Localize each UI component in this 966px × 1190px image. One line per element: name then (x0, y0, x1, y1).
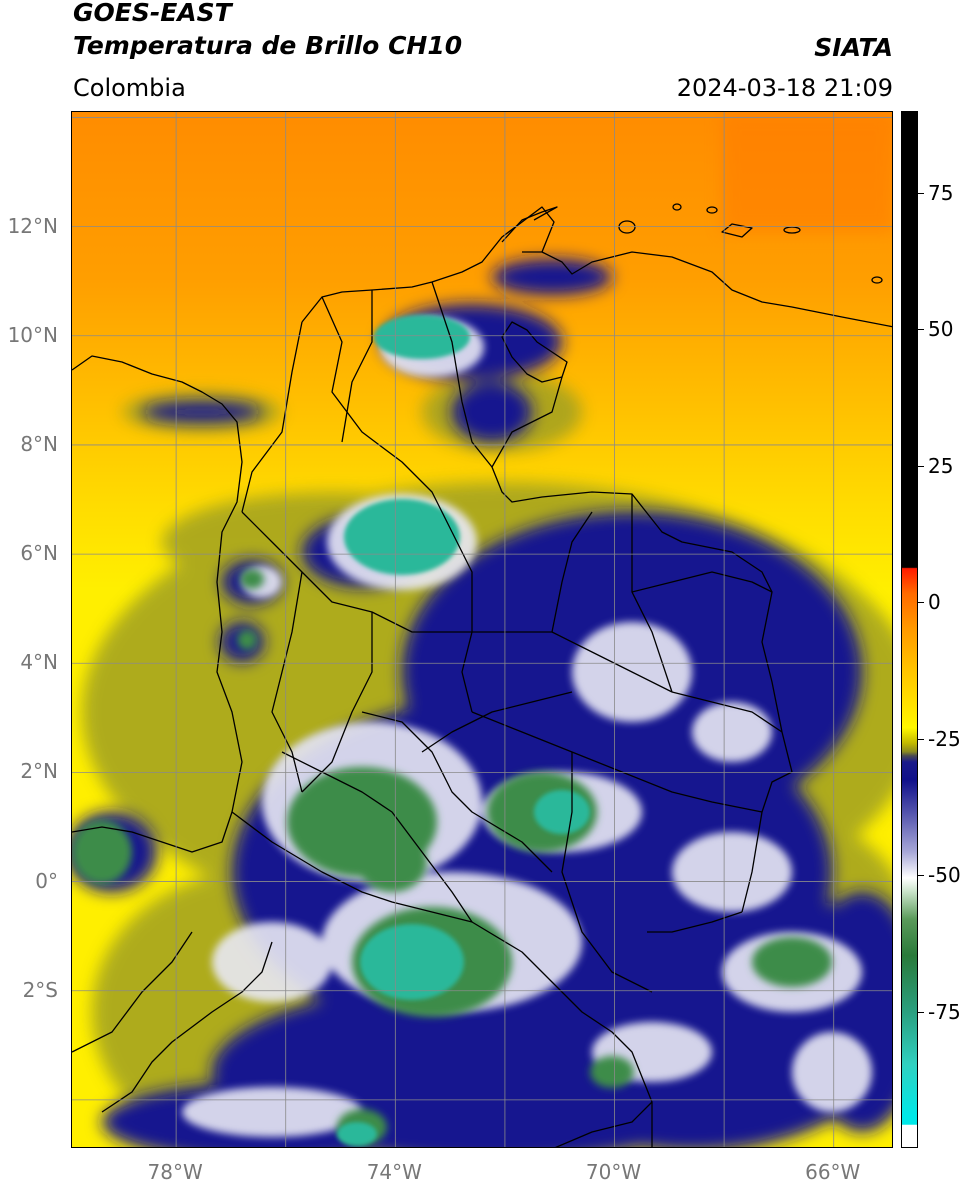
satellite-map[interactable] (71, 111, 893, 1148)
coldest-cores-teal (337, 315, 590, 1146)
graticule (72, 112, 892, 1147)
colorbar-tick-mark (918, 738, 924, 740)
product-title: Temperatura de Brillo CH10 (73, 31, 463, 60)
longitude-label: 66°W (805, 1160, 861, 1184)
region-label: Colombia (73, 74, 186, 102)
latitude-label: 0° (35, 868, 58, 893)
satellite-title: GOES-EAST (73, 0, 232, 27)
brightness-temperature-image (72, 112, 892, 1147)
latitude-label: 12°N (7, 213, 58, 238)
colorbar-tick-label: -50 (928, 863, 961, 888)
datetime-label: 2024-03-18 21:09 (676, 74, 893, 102)
colorbar-tick-mark (918, 602, 924, 604)
colorbar (901, 111, 918, 1148)
colorbar-tick-label: 0 (928, 590, 941, 615)
colorbar-tick-mark (918, 875, 924, 877)
organization-label: SIATA (814, 33, 893, 62)
latitude-label: 2°N (20, 759, 58, 784)
colorbar-tick-mark (918, 192, 924, 194)
latitude-label: 2°S (22, 977, 58, 1002)
colorbar-tick-label: 50 (928, 317, 954, 342)
longitude-label: 70°W (585, 1160, 642, 1184)
warm-region-ne (722, 112, 892, 232)
colorbar-tick-label: -75 (928, 999, 961, 1024)
colorbar-tick-mark (918, 1011, 924, 1013)
latitude-label: 8°N (20, 431, 58, 456)
longitude-label: 74°W (366, 1160, 422, 1184)
latitude-label: 10°N (7, 322, 58, 347)
colorbar-tick-mark (918, 465, 924, 467)
political-borders (72, 203, 892, 1147)
latitude-label: 6°N (20, 541, 58, 566)
colorbar-tick-label: -25 (928, 726, 961, 751)
colorbar-tick-mark (918, 329, 924, 331)
colorbar-tick-label: 25 (928, 453, 954, 478)
longitude-label: 78°W (147, 1160, 203, 1184)
colorbar-tick-label: 75 (928, 180, 954, 205)
latitude-label: 4°N (20, 650, 58, 675)
